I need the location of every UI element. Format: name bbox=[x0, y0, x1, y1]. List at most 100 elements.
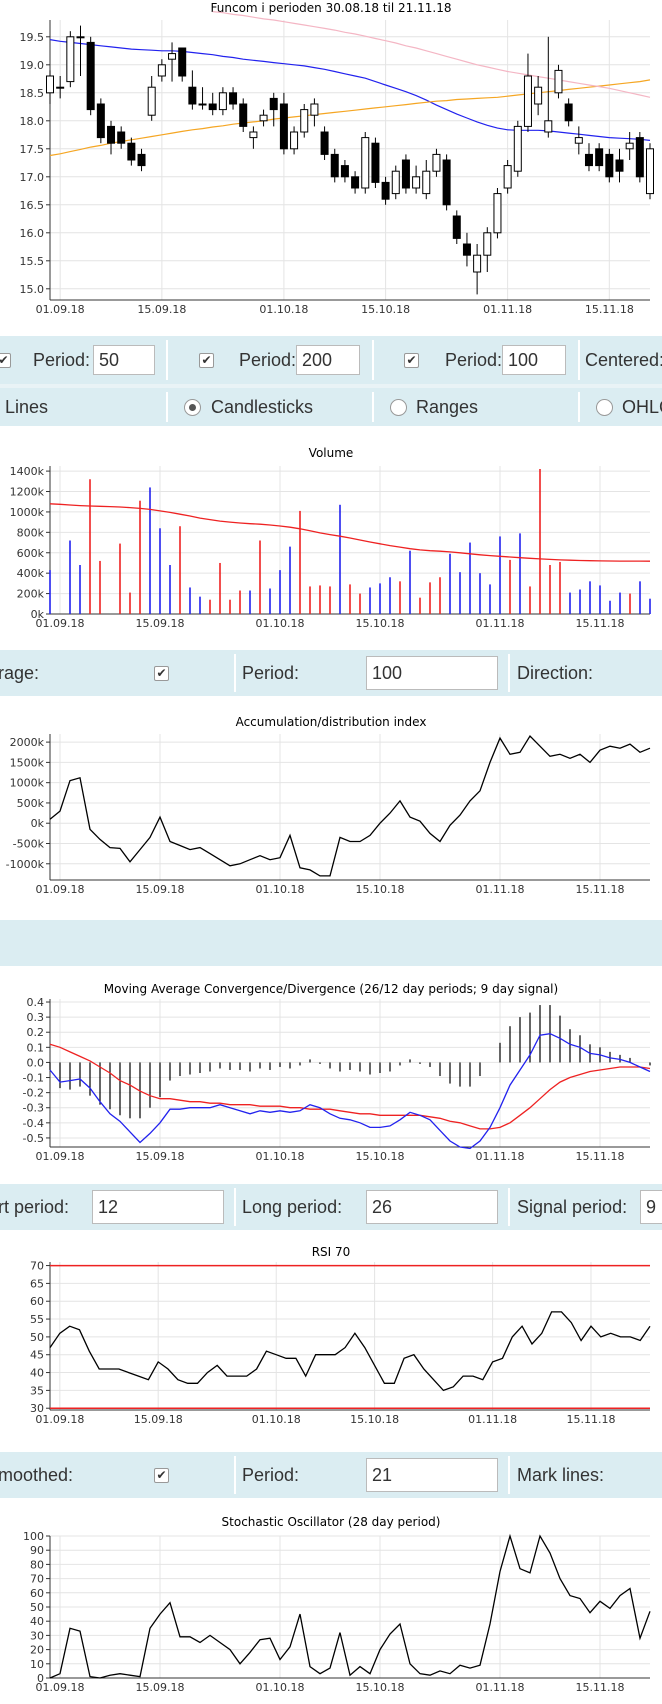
stoch-y-tick-label: 20 bbox=[30, 1644, 44, 1657]
volume-chart-title: Volume bbox=[309, 446, 354, 460]
adi-x-tick-label: 15.09.18 bbox=[136, 883, 185, 896]
stochastic-chart-title: Stochastic Oscillator (28 day period) bbox=[222, 1515, 441, 1529]
price-y-tick-label: 19.5 bbox=[20, 31, 45, 44]
ma100-period-input[interactable]: 100 bbox=[502, 345, 566, 375]
macd-signal-period-input[interactable]: 9 bbox=[640, 1190, 662, 1224]
price-ma-line bbox=[49, 79, 651, 157]
candle-body bbox=[137, 153, 146, 167]
adi-x-tick-label: 01.10.18 bbox=[256, 883, 305, 896]
price-y-tick-label: 15.0 bbox=[20, 283, 45, 296]
rsi-y-tick-label: 65 bbox=[30, 1277, 44, 1290]
rsi-controls: moothed: ✔ Period: 21 Mark lines: bbox=[0, 1452, 662, 1498]
candle-body bbox=[595, 148, 604, 167]
price-x-tick-label: 15.09.18 bbox=[137, 303, 186, 316]
volume-y-tick-label: 0k bbox=[31, 608, 45, 621]
ma50-period-label: Period: bbox=[33, 349, 91, 370]
stoch-y-tick-label: 50 bbox=[30, 1601, 44, 1614]
rsi-y-tick-label: 30 bbox=[30, 1402, 44, 1415]
volume-x-tick-label: 01.11.18 bbox=[476, 617, 525, 630]
price-x-tick-label: 15.11.18 bbox=[585, 303, 634, 316]
macd-long-period-input[interactable]: 26 bbox=[366, 1190, 498, 1224]
price-chart-svg: Funcom i perioden 30.08.18 til 21.11.18 … bbox=[20, 1, 654, 316]
rsi-period-input[interactable]: 21 bbox=[366, 1458, 498, 1492]
volume-y-tick-label: 800k bbox=[17, 526, 45, 539]
candle-body bbox=[56, 86, 65, 89]
stoch-x-tick-label: 15.10.18 bbox=[356, 1681, 405, 1694]
stoch-x-tick-label: 01.10.18 bbox=[256, 1681, 305, 1694]
rsi-y-tick-label: 60 bbox=[30, 1295, 44, 1308]
price-chart: Funcom i perioden 30.08.18 til 21.11.18 … bbox=[0, 0, 662, 322]
macd-signal-line bbox=[49, 1043, 651, 1130]
adi-y-tick-label: -500k bbox=[13, 838, 45, 851]
adi-y-tick-label: 1000k bbox=[10, 777, 45, 790]
macd-line bbox=[49, 1033, 651, 1150]
ohlc-radio[interactable] bbox=[596, 398, 613, 416]
adi-controls bbox=[0, 920, 662, 966]
adi-chart: Accumulation/distribution index 01.09.18… bbox=[0, 706, 662, 906]
candle-body bbox=[86, 41, 95, 111]
volume-period-label: Period: bbox=[242, 662, 300, 683]
stoch-y-tick-label: 90 bbox=[30, 1544, 44, 1557]
macd-y-tick-label: 0.4 bbox=[27, 996, 45, 1009]
style-candlesticks-label: Candlesticks bbox=[211, 396, 314, 417]
candle-body bbox=[452, 215, 461, 239]
volume-direction-label: Direction: bbox=[517, 662, 594, 683]
candle-body bbox=[584, 153, 593, 167]
adi-y-tick-label: -1000k bbox=[6, 858, 45, 871]
volume-chart-svg: Volume 01.09.18 15.09.18 01.10.18 15.10.18 0… bbox=[10, 446, 651, 630]
price-x-tick-label: 15.10.18 bbox=[361, 303, 410, 316]
stochastic-chart-svg: Stochastic Oscillator (28 day period) 01… bbox=[23, 1515, 651, 1694]
volume-y-tick-label: 400k bbox=[17, 567, 45, 580]
ma100-checkbox[interactable]: ✔ bbox=[404, 352, 419, 368]
candle-body bbox=[371, 142, 380, 183]
candle-body bbox=[513, 125, 522, 172]
candle-body bbox=[462, 243, 471, 256]
ma200-period-input[interactable]: 200 bbox=[296, 345, 360, 375]
volume-period-input[interactable]: 100 bbox=[366, 656, 498, 690]
ma50-period-input[interactable]: 50 bbox=[93, 345, 155, 375]
macd-signal-period-label: Signal period: bbox=[517, 1196, 628, 1217]
macd-x-tick-label: 15.09.18 bbox=[136, 1150, 185, 1163]
macd-controls: rt period: 12 Long period: 26 Signal per… bbox=[0, 1184, 662, 1230]
chart-style-controls: Lines Candlesticks Ranges OHLC bbox=[0, 388, 662, 426]
macd-short-period-input[interactable]: 12 bbox=[92, 1190, 224, 1224]
rsi-chart-svg: RSI 70 01.09.18 15.09.18 01.10.18 15.10.18 0… bbox=[30, 1245, 651, 1426]
stoch-y-tick-label: 80 bbox=[30, 1558, 44, 1571]
adi-y-tick-label: 1500k bbox=[10, 756, 45, 769]
rsi-smoothed-checkbox[interactable]: ✔ bbox=[154, 1467, 169, 1483]
ma50-checkbox[interactable]: ✔ bbox=[0, 352, 11, 368]
macd-chart-title: Moving Average Convergence/Divergence (2… bbox=[104, 982, 558, 996]
candle-body bbox=[229, 92, 238, 105]
candle-body bbox=[412, 176, 421, 189]
style-lines-option[interactable]: Lines bbox=[5, 396, 49, 417]
rsi-chart: RSI 70 01.09.18 15.09.18 01.10.18 15.10.18 0… bbox=[0, 1240, 662, 1440]
rsi-mark-lines-label: Mark lines: bbox=[517, 1464, 605, 1485]
candle-body bbox=[76, 36, 85, 39]
volume-average-line bbox=[49, 503, 651, 562]
candle-body bbox=[208, 103, 217, 111]
rsi-x-tick-label: 15.11.18 bbox=[566, 1413, 615, 1426]
macd-chart: Moving Average Convergence/Divergence (2… bbox=[0, 975, 662, 1171]
adi-chart-svg: Accumulation/distribution index 01.09.18… bbox=[6, 715, 651, 896]
volume-y-tick-label: 1000k bbox=[10, 506, 45, 519]
centered-label: Centered: bbox=[585, 349, 662, 370]
stoch-x-tick-label: 01.09.18 bbox=[36, 1681, 85, 1694]
ma200-checkbox[interactable]: ✔ bbox=[199, 352, 214, 368]
candle-body bbox=[320, 131, 329, 155]
candle-body bbox=[127, 142, 136, 161]
candle-body bbox=[361, 137, 370, 189]
price-y-tick-label: 18.0 bbox=[20, 115, 45, 128]
candle-body bbox=[330, 153, 339, 178]
rsi-y-tick-label: 50 bbox=[30, 1331, 44, 1344]
price-chart-title: Funcom i perioden 30.08.18 til 21.11.18 bbox=[211, 1, 452, 15]
candlesticks-radio[interactable] bbox=[184, 398, 201, 416]
volume-average-checkbox[interactable]: ✔ bbox=[154, 665, 169, 681]
candle-body bbox=[493, 193, 502, 234]
macd-y-tick-label: -0.3 bbox=[23, 1102, 44, 1115]
ma100-period-label: Period: bbox=[445, 349, 503, 370]
macd-y-tick-label: -0.2 bbox=[23, 1087, 44, 1100]
candle-body bbox=[239, 103, 248, 127]
ma200-period-label: Period: bbox=[239, 349, 297, 370]
rsi-chart-title: RSI 70 bbox=[312, 1245, 351, 1259]
ranges-radio[interactable] bbox=[390, 398, 407, 416]
